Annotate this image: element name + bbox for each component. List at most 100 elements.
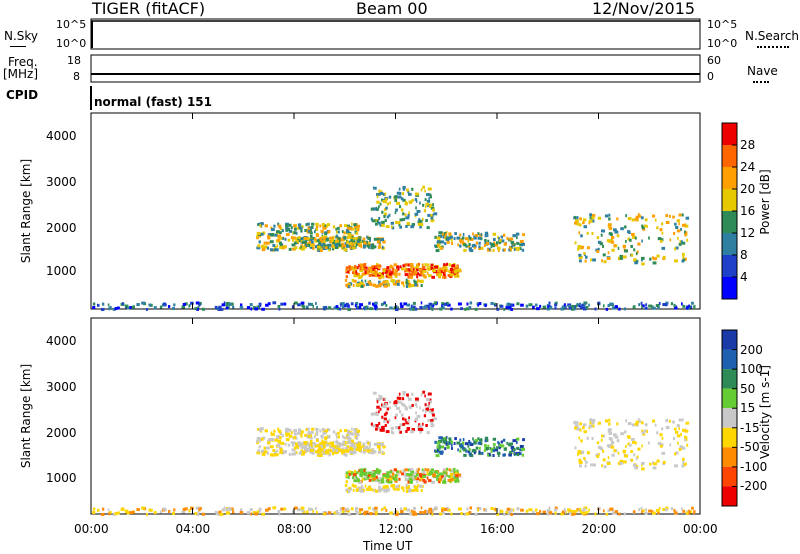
velocity-cell	[618, 512, 621, 516]
velocity-cell	[407, 395, 410, 399]
velocity-cell	[385, 485, 389, 489]
colorbar-tick-label: 28	[740, 138, 756, 152]
power-cell	[490, 244, 493, 248]
power-cell	[435, 244, 438, 248]
velocity-cell	[360, 450, 363, 454]
power-cell	[320, 243, 324, 247]
velocity-cell	[574, 426, 578, 430]
power-cell	[684, 224, 689, 228]
power-cell	[285, 224, 289, 228]
velocity-cell	[575, 509, 578, 513]
x-tick-label: 12:00	[378, 522, 414, 536]
velocity-cell	[357, 510, 361, 514]
power-cell	[425, 202, 430, 206]
velocity-cell	[597, 421, 602, 425]
power-cell	[311, 240, 314, 244]
velocity-cell	[355, 506, 359, 510]
velocity-cell	[608, 418, 611, 422]
power-cell	[368, 301, 371, 305]
power-cell	[329, 236, 333, 240]
power-cell	[404, 263, 408, 267]
velocity-cell	[343, 453, 348, 457]
velocity-cell	[92, 511, 96, 515]
power-cell	[261, 307, 265, 311]
velocity-cell	[412, 506, 416, 510]
power-cell	[444, 236, 446, 240]
power-cell	[633, 248, 636, 252]
power-cell	[277, 224, 282, 228]
velocity-cell	[394, 479, 398, 483]
velocity-cell	[315, 439, 319, 443]
velocity-cell	[492, 437, 497, 441]
power-cell	[578, 231, 580, 235]
colorbar-swatch	[722, 447, 737, 467]
power-cell	[355, 283, 359, 287]
power-cell	[371, 219, 376, 223]
velocity-cell	[408, 473, 411, 477]
power-cell	[590, 258, 592, 262]
power-cell	[357, 305, 359, 309]
velocity-cell	[429, 400, 433, 404]
velocity-cell	[510, 445, 515, 449]
power-cell	[300, 237, 304, 241]
velocity-cell	[385, 430, 390, 434]
power-cell	[452, 271, 455, 275]
power-cell	[363, 241, 367, 245]
power-cell	[419, 225, 422, 229]
power-cell	[378, 189, 380, 193]
colorbar-tick-label: 4	[740, 270, 748, 284]
colorbar-tick-label: -200	[740, 479, 768, 494]
velocity-cell	[314, 444, 318, 448]
velocity-cell	[676, 434, 681, 438]
velocity-cell	[217, 512, 221, 516]
velocity-cell	[381, 415, 384, 419]
velocity-cell	[438, 439, 443, 443]
velocity-cell	[291, 448, 296, 452]
velocity-cell	[307, 434, 311, 438]
power-cell	[336, 307, 340, 311]
power-cell	[579, 217, 582, 221]
power-cell	[109, 305, 112, 309]
velocity-cell	[509, 452, 512, 456]
velocity-cell	[429, 398, 432, 402]
power-cell	[415, 281, 419, 285]
power-cell	[498, 237, 501, 241]
velocity-cell	[425, 423, 428, 427]
velocity-cell	[101, 507, 105, 511]
velocity-cell	[464, 512, 467, 516]
power-cell	[502, 233, 506, 237]
velocity-cell	[505, 510, 509, 514]
velocity-cell	[583, 456, 586, 460]
power-cell	[441, 304, 444, 308]
velocity-cell	[463, 448, 467, 452]
velocity-cell	[499, 509, 504, 513]
nsearch-tick-bottom: 10^0	[707, 37, 738, 50]
x-tick-label: 16:00	[480, 522, 515, 536]
velocity-cell	[301, 452, 305, 456]
velocity-cell	[367, 441, 370, 445]
velocity-cell	[283, 507, 287, 511]
power-cell	[429, 204, 432, 208]
velocity-cell	[455, 477, 459, 481]
power-cell	[228, 303, 232, 307]
power-cell	[322, 247, 326, 251]
power-cell	[294, 231, 297, 235]
velocity-cell	[431, 474, 436, 478]
power-cell	[326, 246, 330, 250]
power-cell	[525, 304, 529, 308]
power-cell	[490, 242, 495, 246]
nsearch-tick-top: 10^5	[707, 18, 738, 31]
power-cell	[447, 303, 451, 307]
power-cell	[260, 244, 265, 248]
power-cell	[406, 303, 411, 307]
power-cell	[445, 237, 448, 241]
velocity-cell	[431, 512, 434, 516]
power-cell	[455, 272, 459, 276]
power-cell	[330, 239, 334, 243]
power-cell	[448, 232, 452, 236]
power-cell	[415, 199, 418, 203]
power-cell	[567, 303, 572, 307]
power-cell	[573, 307, 577, 311]
power-cell	[101, 302, 105, 306]
power-cell	[678, 213, 682, 217]
